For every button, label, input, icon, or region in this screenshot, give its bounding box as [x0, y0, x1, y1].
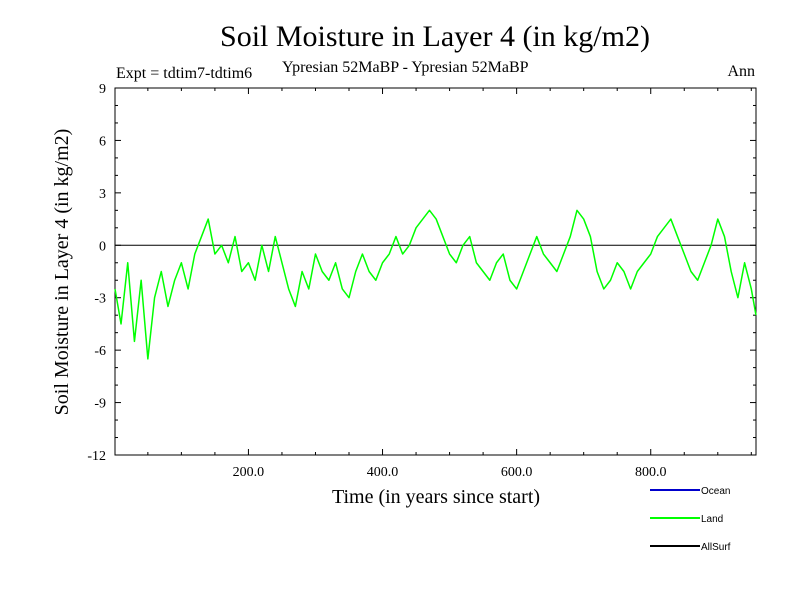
subtitle-right: Ann [727, 63, 755, 80]
y-tick-label: 9 [99, 82, 106, 97]
x-axis-label: Time (in years since start) [332, 486, 540, 508]
series-layer [114, 209, 757, 360]
y-tick-label: -3 [94, 292, 106, 307]
subtitle-left: Expt = tdtim7-tdtim6 [116, 65, 252, 82]
chart-title: Soil Moisture in Layer 4 (in kg/m2) [220, 20, 650, 53]
x-tick-label: 600.0 [501, 465, 533, 480]
plot-frame [114, 87, 757, 456]
legend-label-ocean: Ocean [701, 486, 730, 497]
x-tick-label: 200.0 [233, 465, 265, 480]
x-tick-label: 800.0 [635, 465, 667, 480]
y-axis-label: Soil Moisture in Layer 4 (in kg/m2) [51, 129, 73, 416]
y-tick-label: 3 [99, 187, 106, 202]
legend-label-land: Land [701, 514, 723, 525]
y-tick-label: 6 [99, 134, 106, 149]
series-line-land [114, 209, 757, 360]
y-tick-label: -9 [94, 397, 106, 412]
y-tick-label: 0 [99, 239, 106, 254]
x-axis: 200.0 400.0 600.0 800.0 [147, 88, 752, 480]
legend-label-allsurf: AllSurf [701, 542, 731, 553]
subtitle-center: Ypresian 52MaBP - Ypresian 52MaBP [282, 59, 529, 76]
y-axis: -12 -9 -6 -3 0 3 6 9 [87, 82, 756, 464]
legend: Ocean Land AllSurf [650, 486, 731, 553]
x-tick-label: 400.0 [367, 465, 399, 480]
y-tick-label: -12 [87, 449, 106, 464]
y-tick-label: -6 [94, 344, 106, 359]
